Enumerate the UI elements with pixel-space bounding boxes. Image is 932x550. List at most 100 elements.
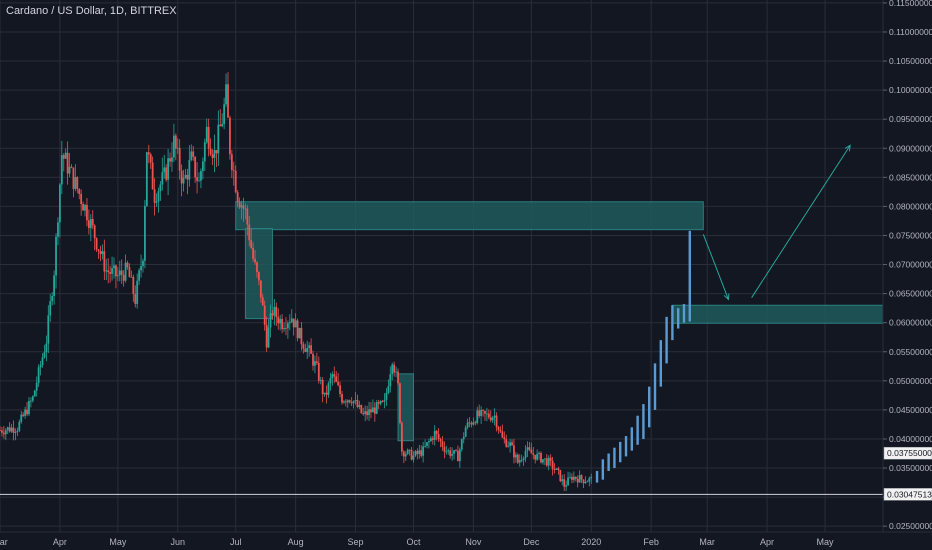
candle-body xyxy=(317,362,320,381)
candle-body xyxy=(130,276,133,278)
candle-body xyxy=(383,399,386,402)
time-axis[interactable]: Mar Apr May Jun Jul Aug Sep Oct Nov Dec 2020 Feb Mar… xyxy=(0,537,834,547)
candle-body xyxy=(379,401,382,404)
candle-body xyxy=(225,84,227,105)
candle-body xyxy=(306,347,309,352)
candle-body xyxy=(78,189,81,194)
candle-body xyxy=(559,469,562,482)
candle-body xyxy=(252,247,255,259)
candle-body xyxy=(567,477,569,486)
candle-body xyxy=(298,327,301,339)
candle-body xyxy=(111,268,113,274)
candle-body xyxy=(437,434,440,439)
candle-body xyxy=(134,294,137,304)
projection-bar xyxy=(676,308,680,329)
candle-body xyxy=(10,427,13,432)
candle-body xyxy=(4,430,7,435)
candle-body xyxy=(414,451,417,456)
candle-body xyxy=(30,400,32,402)
candle-body xyxy=(466,422,469,428)
candle-body xyxy=(261,297,264,306)
candle-body xyxy=(151,162,154,190)
candle-body xyxy=(426,442,428,446)
candle-body xyxy=(140,266,142,271)
candle-body xyxy=(35,382,38,391)
x-tick-label: Sep xyxy=(348,537,364,547)
candle-body xyxy=(406,449,409,454)
candle-body xyxy=(489,417,492,421)
candle-body xyxy=(217,124,220,154)
projection-bar xyxy=(624,436,628,457)
candle-body xyxy=(120,270,123,275)
candle-body xyxy=(580,475,583,480)
candle-body xyxy=(45,343,48,353)
candle-body xyxy=(165,167,168,180)
candle-body xyxy=(312,353,314,366)
candle-body xyxy=(74,177,77,189)
candle-body xyxy=(31,396,34,401)
candle-body xyxy=(115,265,117,277)
candle-body xyxy=(366,411,369,416)
y-tick-label: 0.04500000 xyxy=(889,405,932,415)
x-tick-label: Apr xyxy=(53,537,67,547)
candle-body xyxy=(213,150,216,158)
candle-body xyxy=(91,219,94,226)
candle-body xyxy=(66,152,69,174)
projection-bar xyxy=(653,363,657,410)
candle-body xyxy=(431,438,434,440)
candle-body xyxy=(292,318,295,328)
x-tick-label: Mar xyxy=(0,537,8,547)
price-label-box xyxy=(883,446,932,460)
candle-body xyxy=(144,205,146,261)
candle-body xyxy=(178,148,181,171)
candle-body xyxy=(229,117,231,155)
candle-body xyxy=(513,445,515,458)
candle-body xyxy=(219,124,222,127)
candle-body xyxy=(509,442,511,446)
candle-body xyxy=(588,478,591,482)
candle-body xyxy=(76,177,79,190)
candle-body xyxy=(89,219,92,229)
candle-body xyxy=(514,454,517,458)
candle-body xyxy=(232,170,235,171)
candle-body xyxy=(368,409,370,416)
candle-body xyxy=(230,154,233,171)
candle-body xyxy=(310,345,312,354)
candle-body xyxy=(138,270,141,281)
candle-body xyxy=(290,318,293,323)
candle-body xyxy=(211,154,214,158)
candle-body xyxy=(470,422,473,425)
y-tick-label: 0.09500000 xyxy=(889,114,932,124)
candle-body xyxy=(126,262,129,268)
candle-body xyxy=(555,468,558,470)
candle-body xyxy=(172,135,175,158)
candle-body xyxy=(501,431,504,438)
candle-body xyxy=(352,401,355,404)
y-tick-label: 0.09000000 xyxy=(889,143,932,153)
candle-body xyxy=(277,317,280,324)
candle-body xyxy=(429,438,432,442)
candle-body xyxy=(288,322,291,324)
candle-body xyxy=(482,410,484,411)
price-axis[interactable]: 0.11500000 0.11000000 0.10500000 0.10000000… xyxy=(883,0,932,531)
candle-body xyxy=(449,450,452,456)
candle-body xyxy=(215,150,218,154)
candle-body xyxy=(412,455,415,460)
candle-body xyxy=(196,177,198,181)
candle-body xyxy=(205,126,208,143)
candle-body xyxy=(455,450,457,452)
candle-body xyxy=(569,476,571,478)
candle-body xyxy=(584,481,587,484)
candle-body xyxy=(147,152,150,155)
candle-body xyxy=(536,453,539,460)
candle-body xyxy=(590,476,593,479)
candle-body xyxy=(418,450,421,454)
candle-body xyxy=(341,394,343,403)
candle-body xyxy=(223,104,226,124)
projection-bar xyxy=(642,404,645,439)
projection-bar xyxy=(607,453,610,471)
candle-body xyxy=(453,450,455,454)
candle-body xyxy=(339,385,341,395)
